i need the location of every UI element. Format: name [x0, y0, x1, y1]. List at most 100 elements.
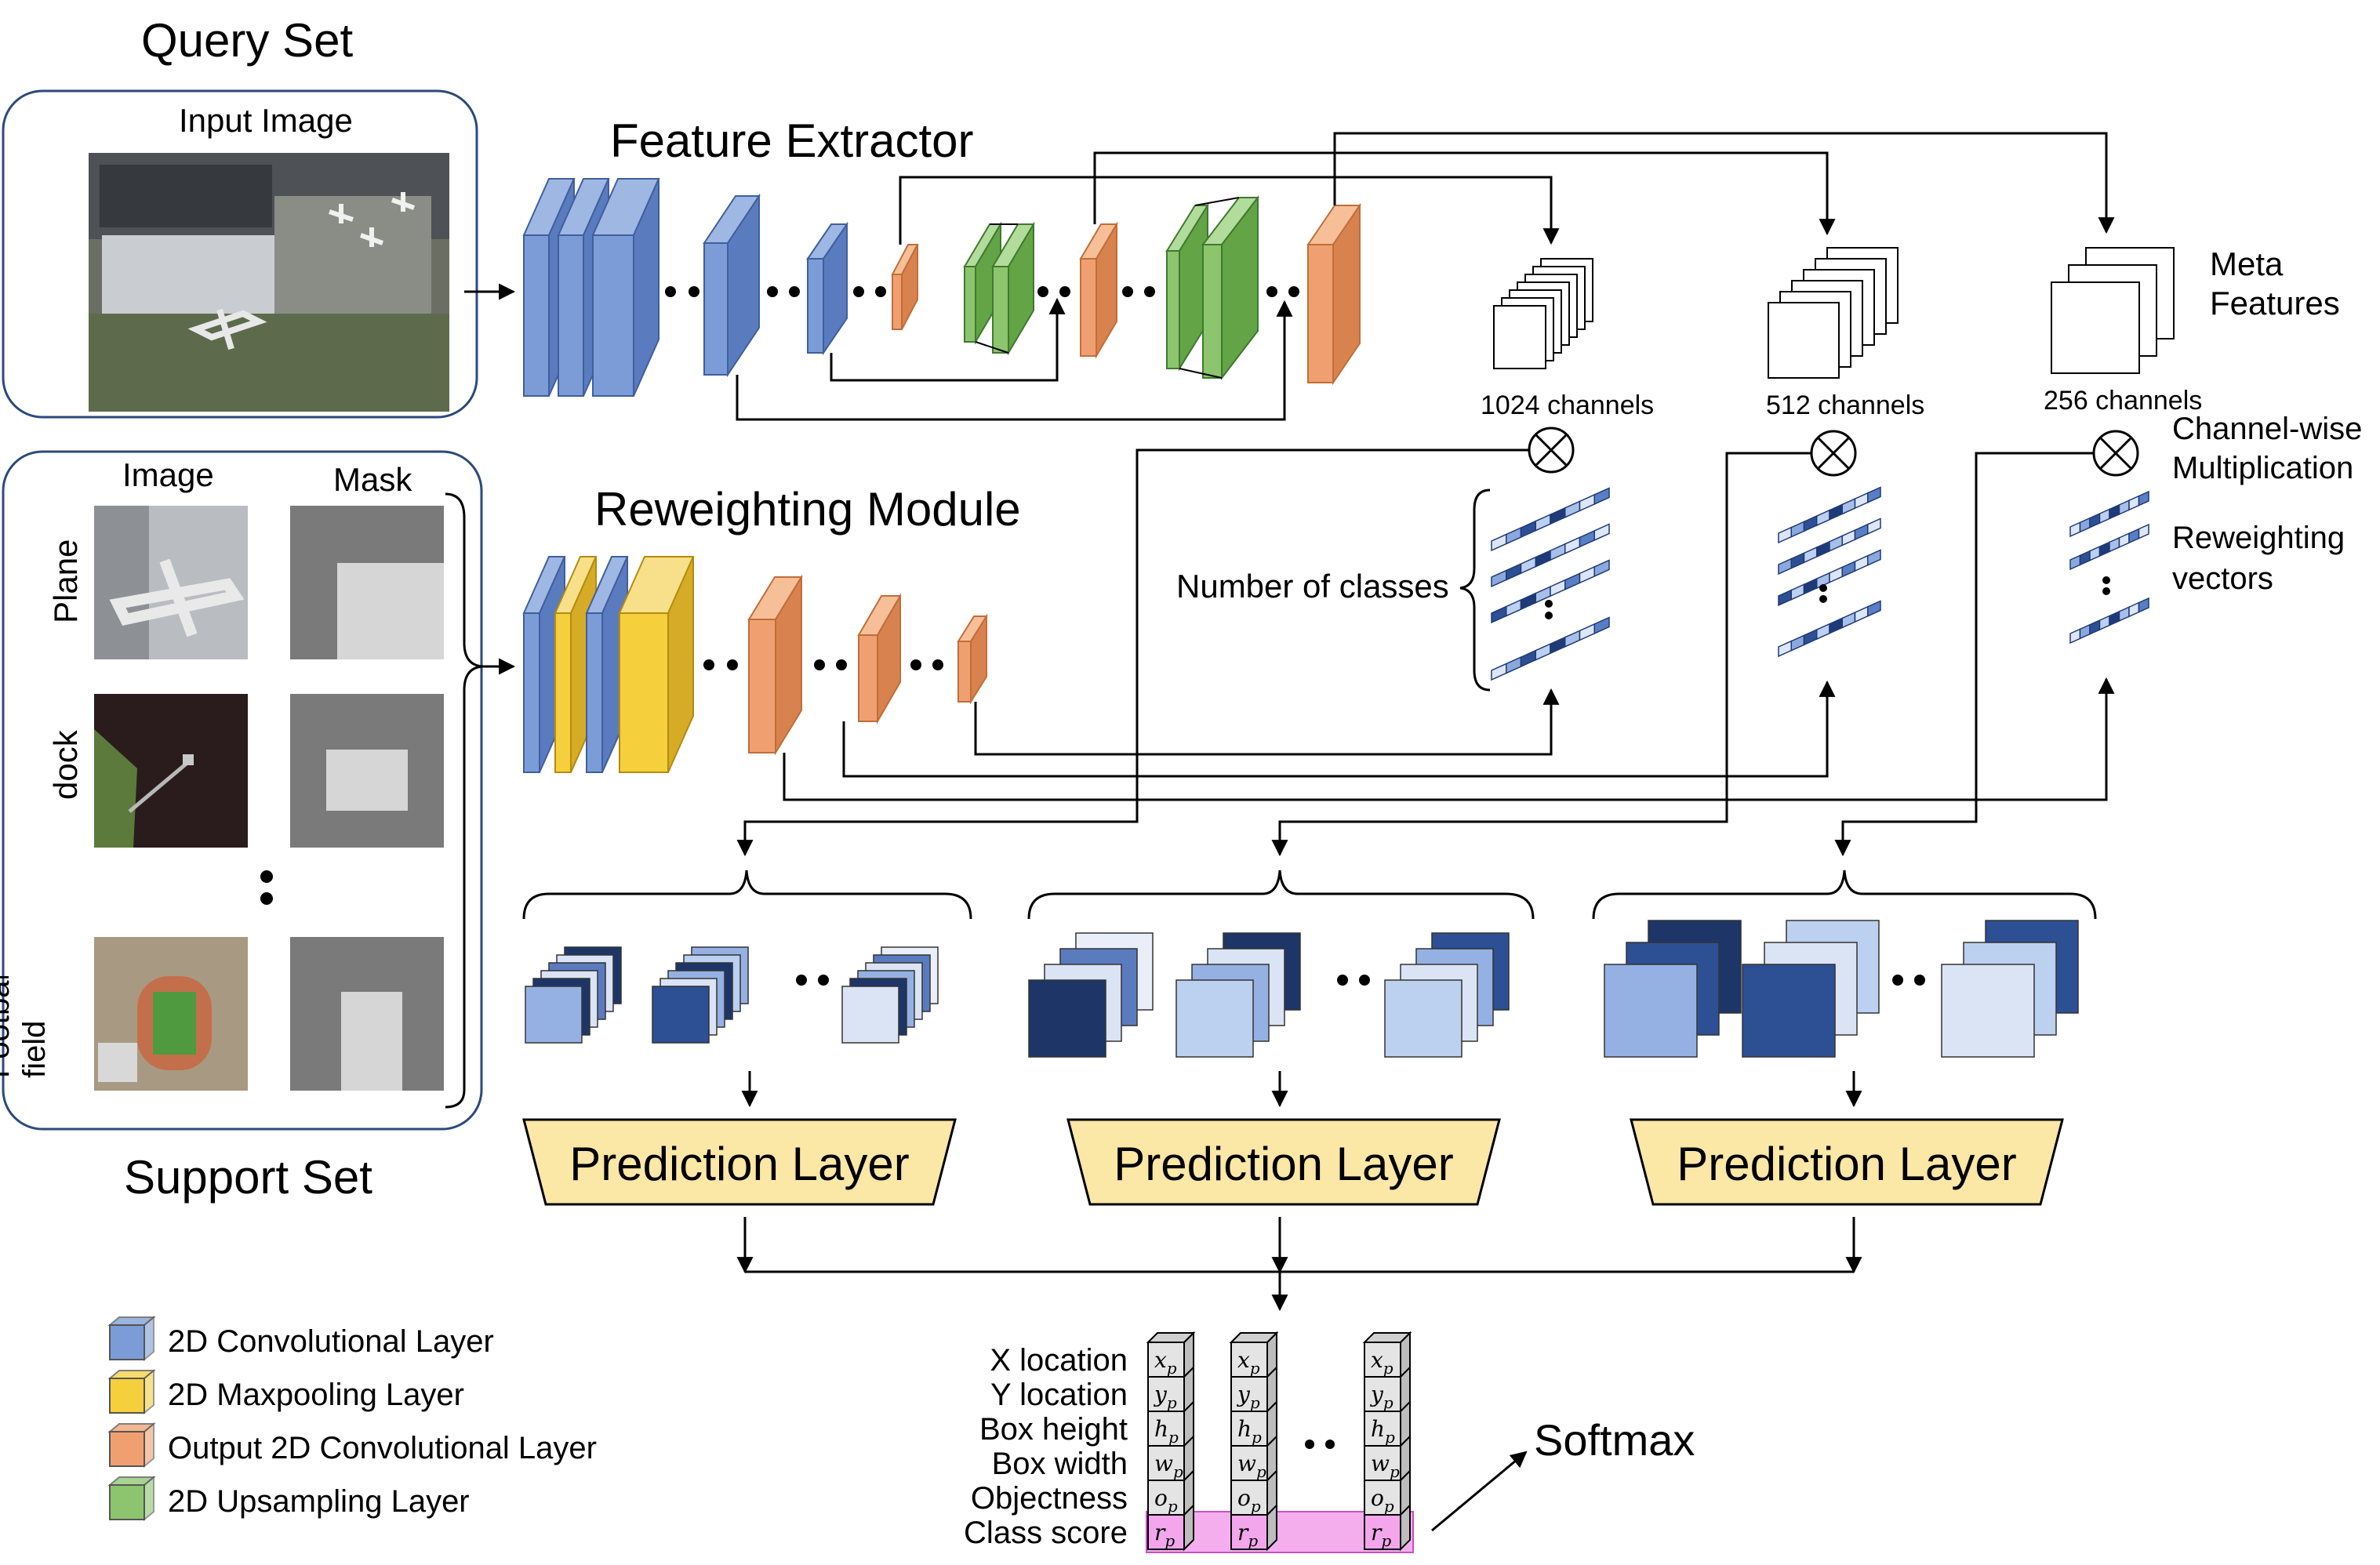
reweighting-vector-cell: [1778, 640, 1792, 658]
multiply-icon-3: [2092, 430, 2139, 477]
support-mask-plane: [290, 506, 444, 659]
reweighting-vector-cell: [1790, 552, 1805, 569]
image-column-header: Image: [122, 456, 214, 493]
fe-conv-3: [806, 221, 848, 356]
fe-output-conv-2: [1079, 221, 1118, 359]
fe-dots-3: [853, 286, 886, 297]
support-mask-football: [290, 937, 444, 1091]
rw-output-conv-2: [857, 593, 902, 724]
support-row-label-dock: dock: [47, 729, 84, 800]
multiply-icon-1: [1528, 427, 1575, 474]
reweighting-vector-cell: [2089, 619, 2101, 635]
reweighting-vector-cell: [1854, 605, 1869, 623]
reweighting-vector-cell: [2069, 628, 2081, 645]
reweighting-vector-cell: [1854, 492, 1869, 510]
legend-swatch: [109, 1324, 145, 1360]
reweighting-vector-cell: [1520, 649, 1536, 668]
prediction-feature-maps-2: [1028, 932, 1510, 1058]
fe-dots-5: [1122, 286, 1155, 297]
output-column-top: [1362, 1332, 1412, 1343]
output-cell: [1364, 1480, 1401, 1516]
reweighting-vector-cell: [1790, 634, 1805, 652]
output-row-label: Box height: [979, 1412, 1128, 1447]
output-cell: [1230, 1514, 1268, 1550]
support-set-title: Support Set: [124, 1151, 372, 1204]
legend-swatch: [109, 1484, 145, 1520]
reweighting-vector-cell: [1579, 623, 1595, 641]
fe-dots-2: [767, 286, 800, 297]
reweighting-vector-cell: [2138, 523, 2149, 539]
support-row-label-plane: Plane: [47, 539, 84, 623]
reweighting-vector-cell: [1867, 517, 1881, 535]
reweighting-vector-cell: [1535, 643, 1551, 661]
reweighting-vector-cell: [1593, 523, 1610, 542]
legend-swatch: [109, 1431, 145, 1467]
feature-map-square: [1742, 964, 1836, 1058]
prediction-feature-maps-1: [525, 946, 939, 1044]
meta-features-512: [1768, 247, 1899, 379]
mask-column-header: Mask: [333, 461, 412, 498]
output-cell: [1147, 1411, 1185, 1447]
reweighting-vector-cell: [1550, 636, 1566, 655]
output-ellipsis: [1305, 1440, 1335, 1449]
support-mask-dock: [290, 694, 444, 848]
reweighting-vector-cell: [1867, 549, 1881, 566]
reweighting-vector-cell: [1506, 655, 1522, 674]
fe-output-conv-3: [1306, 202, 1361, 386]
reweighting-vector-cell: [1829, 617, 1843, 634]
reweighting-vector-cell: [2069, 554, 2081, 571]
legend-swatch-side: [144, 1368, 154, 1415]
output-cell: [1147, 1514, 1185, 1550]
support-image-football: [94, 937, 248, 1091]
reweighting-vector-cell: [1491, 569, 1507, 588]
support-set-box: [2, 450, 483, 1131]
support-row-label-football: Football field: [0, 976, 52, 1078]
reweighting-vector-cell: [2138, 490, 2149, 507]
softmax-label: Softmax: [1534, 1415, 1695, 1465]
fm-dots-1: [796, 975, 829, 986]
feature-map-square: [1604, 964, 1698, 1058]
multiply-icon-2: [1810, 430, 1857, 477]
reweighting-vector-cell: [1564, 630, 1581, 648]
reweighting-vector-cell: [1550, 507, 1566, 525]
reweighting-vector-cell: [1816, 540, 1830, 558]
fe-output-conv-1: [891, 244, 919, 330]
reweighting-vector-cell: [1535, 514, 1551, 532]
fe-upsampling-1: [963, 221, 1035, 356]
channels-label-512: 512 channels: [1766, 390, 1924, 420]
legend-swatch-side: [144, 1475, 154, 1522]
reweighting-vector-cell: [1506, 598, 1522, 617]
reweighting-vector-cell: [2128, 528, 2140, 544]
meta-features-label: Meta Features: [2210, 245, 2340, 321]
reweighting-vector-cell: [1867, 600, 1881, 617]
reweighting-vector-cell: [1829, 566, 1843, 583]
support-set-brace: [445, 492, 483, 1109]
reweighting-vector-cell: [2079, 517, 2091, 533]
reweighting-vector-cell: [1841, 560, 1856, 578]
reweighting-vectors-512: [1778, 486, 1881, 658]
branch-brace-3: [1592, 870, 2097, 920]
fe-upsampling-2: [1165, 195, 1260, 380]
prediction-feature-maps-3: [1604, 920, 2079, 1058]
channels-label-256: 256 channels: [2044, 386, 2202, 416]
reweighting-vector-cell: [1778, 526, 1792, 544]
output-row-label: Y location: [990, 1378, 1128, 1412]
meta-features-1024: [1493, 258, 1593, 369]
output-cell: [1364, 1411, 1401, 1447]
reweighting-vector-cell: [1803, 514, 1818, 532]
prediction-layer-3-label: Prediction Layer: [1677, 1138, 2017, 1190]
prediction-layer-1-label: Prediction Layer: [569, 1138, 910, 1190]
legend-swatch-side: [144, 1422, 154, 1469]
legend: 2D Convolutional Layer 2D Maxpooling Laye…: [107, 1315, 597, 1522]
reweighting-vector-cell: [1816, 623, 1830, 641]
reweighting-vector-cell: [2109, 536, 2120, 553]
reweighting-vector-cell: [1593, 487, 1610, 506]
legend-label: 2D Upsampling Layer: [168, 1484, 470, 1519]
branch-brace-1: [522, 870, 972, 920]
reweighting-vector-cell: [1520, 592, 1536, 611]
